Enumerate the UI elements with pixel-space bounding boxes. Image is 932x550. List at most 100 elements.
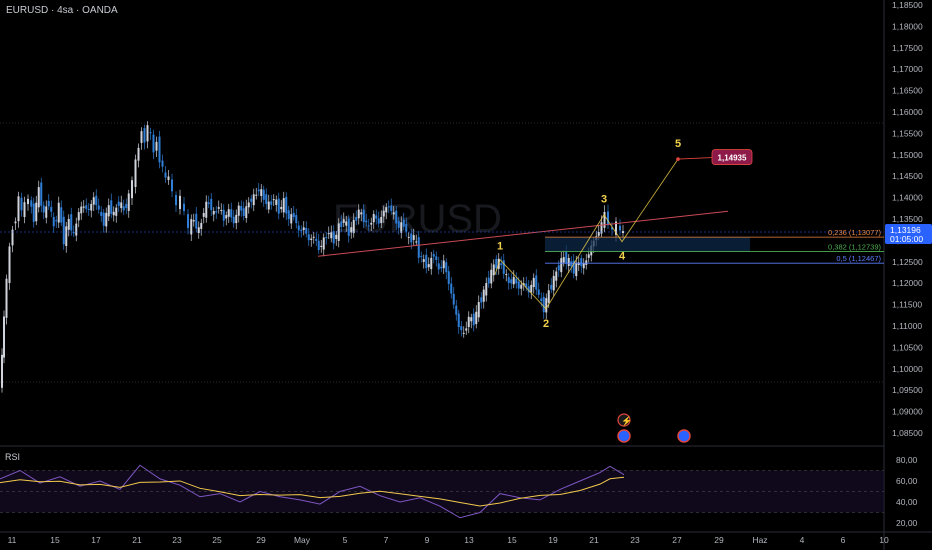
candle-body xyxy=(430,257,433,270)
time-tick-label: Haz xyxy=(752,535,767,545)
candle-body xyxy=(255,194,258,196)
target-price-tag[interactable] xyxy=(711,149,753,165)
current-price-tag xyxy=(885,224,932,245)
candle-body xyxy=(565,250,568,264)
candle-body xyxy=(330,232,333,239)
fib-level-label: 0,382 (1,12739) xyxy=(828,243,881,252)
candle-body xyxy=(572,260,575,274)
candle-body xyxy=(85,205,88,209)
candle-body xyxy=(158,136,161,163)
symbol-header[interactable]: EURUSD · 4sa · OANDA xyxy=(6,5,118,16)
price-tick-label: 1,17500 xyxy=(892,43,923,53)
candle-body xyxy=(530,284,533,293)
candle-body xyxy=(410,233,413,243)
candle-body xyxy=(570,261,573,267)
candle-body xyxy=(327,233,330,235)
candle-body xyxy=(310,238,313,240)
candle-body xyxy=(112,211,115,216)
candle-body xyxy=(92,197,95,205)
rsi-tick-label: 40,00 xyxy=(896,497,918,507)
candle-body xyxy=(175,194,177,206)
candle-body xyxy=(505,274,508,276)
rsi-label[interactable]: RSI xyxy=(5,452,21,462)
candle-body xyxy=(287,210,290,220)
candle-body xyxy=(72,232,75,234)
candle-body xyxy=(37,187,40,208)
candle-body xyxy=(167,176,170,181)
candle-body xyxy=(65,226,68,246)
candle-body xyxy=(100,211,103,216)
candle-body xyxy=(512,276,515,285)
candle-body xyxy=(32,203,35,222)
candle-body xyxy=(345,221,348,226)
candle-body xyxy=(245,206,248,219)
wave-label: 1 xyxy=(497,241,503,253)
candle-body xyxy=(5,278,8,318)
time-tick-label: May xyxy=(294,535,311,545)
candle-body xyxy=(202,213,205,217)
countdown: 01:05:00 xyxy=(890,234,923,244)
candle-body xyxy=(146,125,149,142)
candle-body xyxy=(179,195,181,210)
candle-body xyxy=(55,220,58,222)
time-tick-label: 5 xyxy=(343,535,348,545)
candle-body xyxy=(600,222,603,234)
rsi-ma-line xyxy=(0,476,625,507)
candle-body xyxy=(382,210,385,217)
time-tick-label: 23 xyxy=(172,535,182,545)
lightning-icon[interactable] xyxy=(617,413,631,427)
candle-body xyxy=(280,206,283,210)
time-axis[interactable]: 11 15 17 21 23 25 29 May 5 7 9 13 15 19 21 23 27 29 Haz 4 6 1… xyxy=(8,535,889,545)
price-axis[interactable]: 1,18500 1,18000 1,17500 1,17000 1,16500 1,160… xyxy=(0,0,932,438)
elliott-wave-path[interactable] xyxy=(494,158,679,310)
candle-body xyxy=(97,205,100,210)
candle-body xyxy=(562,257,565,263)
candle-body xyxy=(120,202,123,209)
candle-body xyxy=(137,147,140,161)
trendline[interactable] xyxy=(317,210,729,257)
candle-body xyxy=(20,197,23,211)
candle-body xyxy=(127,193,130,211)
candle-body xyxy=(350,227,353,233)
candle-body xyxy=(510,279,513,284)
candle-body xyxy=(95,195,98,206)
candle-body xyxy=(35,202,38,222)
candle-body xyxy=(277,198,280,214)
candle-body xyxy=(450,283,453,294)
target-line xyxy=(677,157,713,160)
candle-body xyxy=(67,218,70,230)
candle-body xyxy=(77,212,80,221)
candle-body xyxy=(152,134,155,153)
candle-body xyxy=(105,212,108,227)
time-tick-label: 27 xyxy=(672,535,682,545)
candle-body xyxy=(300,229,303,231)
event-icons[interactable]: ⚡ xyxy=(617,413,691,443)
candle-body xyxy=(187,214,189,228)
candle-body xyxy=(615,221,617,235)
candle-body xyxy=(207,202,210,205)
event-flag-icon[interactable] xyxy=(617,429,631,443)
candle-body xyxy=(297,225,300,231)
candle-body xyxy=(457,313,460,328)
candle-body xyxy=(215,211,218,213)
candle-body xyxy=(23,202,26,218)
candles xyxy=(1,121,624,393)
candle-body xyxy=(302,227,305,231)
candle-body xyxy=(337,223,340,241)
candle-body xyxy=(575,262,578,277)
candle-body xyxy=(482,289,485,302)
candle-body xyxy=(340,221,343,227)
event-flag-icon[interactable] xyxy=(677,429,691,443)
candle-body xyxy=(445,262,448,273)
candle-body xyxy=(262,189,265,200)
time-tick-label: 21 xyxy=(589,535,599,545)
candle-body xyxy=(603,211,606,228)
candle-body xyxy=(307,234,310,241)
time-tick-label: 15 xyxy=(50,535,60,545)
candle-body xyxy=(477,302,480,318)
candle-body xyxy=(227,209,230,217)
candle-body xyxy=(611,227,613,230)
candle-body xyxy=(205,201,208,218)
candle-body xyxy=(475,311,478,324)
